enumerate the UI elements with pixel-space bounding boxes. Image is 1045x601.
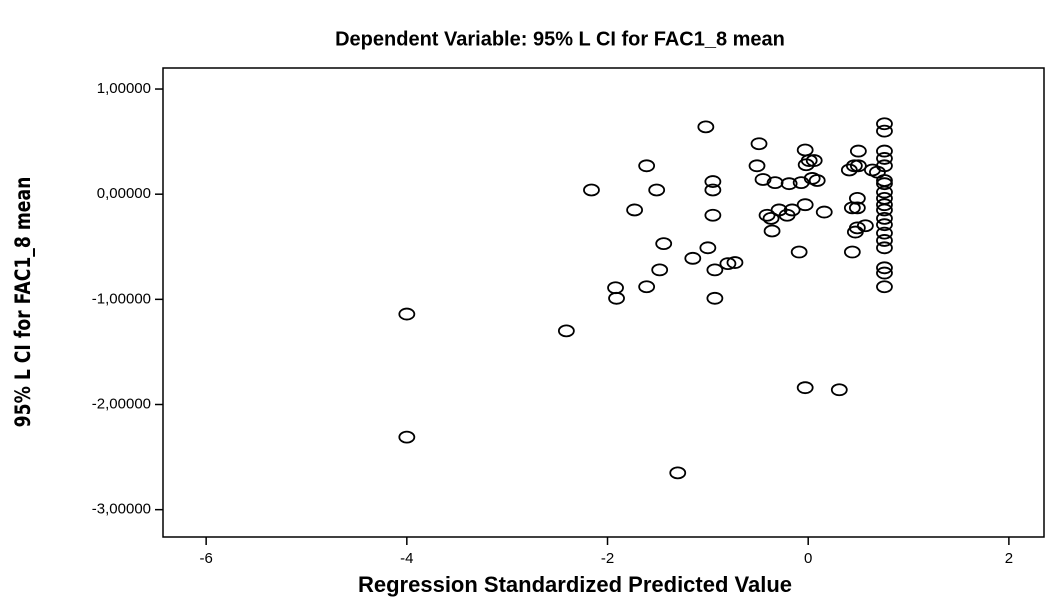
point <box>583 183 600 197</box>
point <box>840 163 858 177</box>
point <box>876 218 893 232</box>
point <box>796 143 814 157</box>
point <box>876 159 893 173</box>
point <box>843 245 861 259</box>
point <box>398 307 416 321</box>
point <box>704 183 722 197</box>
point <box>783 203 801 217</box>
point <box>876 198 893 212</box>
point <box>849 159 867 173</box>
point <box>800 154 818 167</box>
point <box>706 263 724 277</box>
point <box>704 208 722 222</box>
point <box>876 241 893 255</box>
plot-frame <box>162 67 1045 538</box>
point <box>805 154 823 167</box>
point <box>876 177 893 191</box>
point <box>856 219 874 233</box>
point <box>796 381 814 395</box>
point <box>848 201 866 215</box>
x-tick-label: -6 <box>199 550 212 567</box>
point <box>638 280 656 294</box>
point <box>726 256 744 269</box>
point <box>876 261 893 275</box>
y-tick-label: 1,00000 <box>97 80 151 97</box>
y-axis-label: 95% L CI for FAC1_8 mean <box>10 177 35 428</box>
point <box>876 226 893 240</box>
point <box>557 324 575 338</box>
point <box>876 185 893 199</box>
point <box>796 198 814 212</box>
point <box>648 183 666 197</box>
point <box>790 245 808 259</box>
point <box>849 144 867 158</box>
point <box>706 291 724 305</box>
point <box>398 430 416 444</box>
point <box>669 466 687 480</box>
point <box>699 241 717 255</box>
y-tick-label: -1,00000 <box>92 290 151 307</box>
point <box>876 234 893 247</box>
point <box>704 175 722 188</box>
point <box>876 144 893 158</box>
point <box>815 205 833 219</box>
x-tick-label: 2 <box>1005 550 1013 567</box>
point <box>638 159 656 173</box>
point <box>608 291 625 305</box>
point <box>780 177 798 191</box>
point <box>876 280 893 294</box>
point <box>876 124 893 138</box>
point <box>808 174 826 187</box>
point <box>830 383 848 397</box>
y-tick-label: -3,00000 <box>92 501 151 518</box>
point <box>607 281 624 295</box>
x-axis-label: Regression Standardized Predicted Value <box>358 572 792 597</box>
y-tick-label: 0,00000 <box>97 185 151 202</box>
point <box>876 203 893 217</box>
point <box>655 237 673 251</box>
point <box>876 266 893 280</box>
point <box>848 221 866 235</box>
point <box>651 263 669 277</box>
x-tick-label: -4 <box>400 550 413 567</box>
point <box>762 211 780 225</box>
point <box>876 152 893 165</box>
chart-title: Dependent Variable: 95% L CI for FAC1_8 … <box>335 28 785 50</box>
point <box>763 224 781 238</box>
point <box>684 251 702 265</box>
x-tick-label: 0 <box>804 550 812 567</box>
point <box>876 211 893 225</box>
point <box>750 137 768 151</box>
point <box>754 173 772 186</box>
point <box>697 120 715 134</box>
point <box>748 159 766 173</box>
point <box>876 117 893 131</box>
point <box>848 191 866 205</box>
y-tick-label: -2,00000 <box>92 395 151 412</box>
point <box>626 203 644 217</box>
point <box>719 257 737 270</box>
x-tick-label: -2 <box>601 550 614 567</box>
